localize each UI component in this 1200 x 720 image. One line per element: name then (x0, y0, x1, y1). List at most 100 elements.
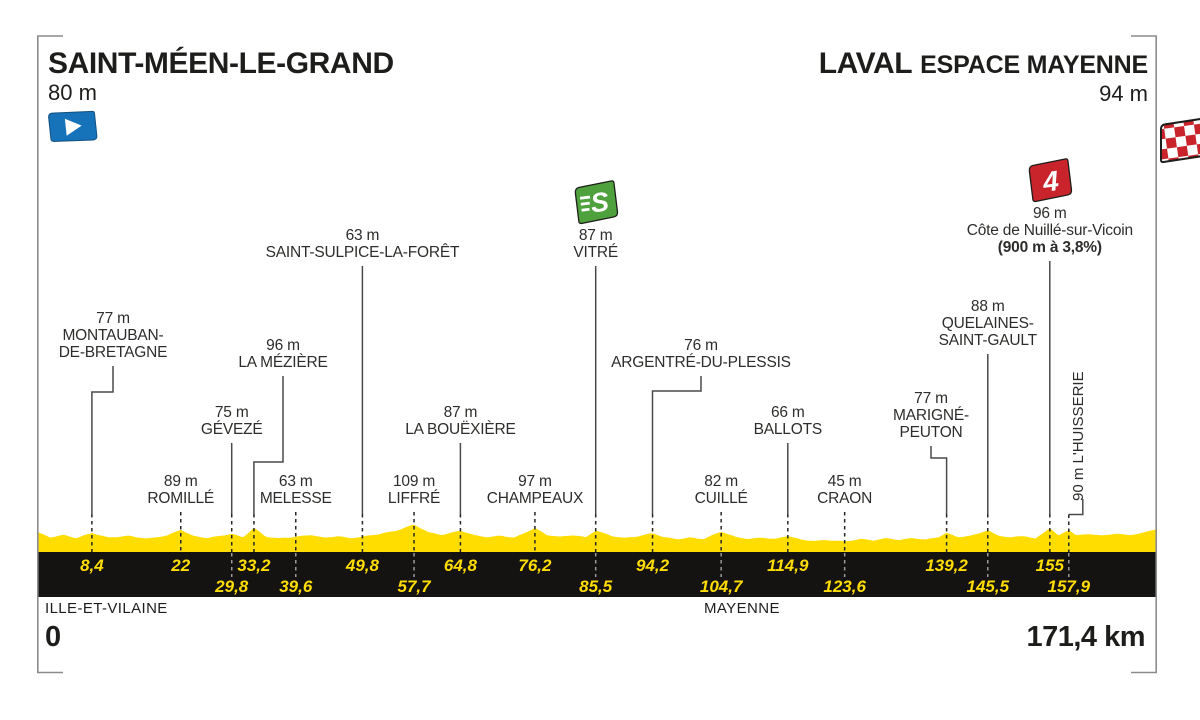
start-header: SAINT-MÉEN-LE-GRAND 80 m (48, 48, 394, 106)
town-label: 45 m CRAON (695, 473, 995, 507)
km-strip (37, 552, 1157, 597)
km-marker-label: 8,4 (80, 556, 104, 575)
elevation-profile-area (37, 524, 1157, 552)
total-distance: 171,4 km (1026, 621, 1145, 653)
town-name: ROMILLÉ (147, 490, 215, 507)
km-marker-label: 39,6 (279, 577, 313, 596)
start-elevation: 80 m (48, 80, 97, 105)
town-label: 75 m GÉVEZÉ (82, 404, 382, 438)
town-name: DE-BRETAGNE (58, 344, 168, 361)
town-elevation: 97 m (518, 473, 552, 490)
km-marker-label: 155 (1036, 556, 1065, 575)
town-elevation: 66 m (770, 404, 805, 421)
town-name: LA MÉZIÈRE (238, 354, 328, 371)
km-marker-label: 145,5 (966, 577, 1009, 596)
bracket-right (1131, 35, 1157, 674)
town-name: PEUTON (899, 424, 963, 441)
town-label: 87 m VITRÉ (446, 227, 746, 261)
finish-town-name: LAVAL ESPACE MAYENNE (818, 47, 1149, 81)
marker-line (1068, 499, 1084, 516)
km-marker-label: 29,8 (214, 577, 249, 596)
finish-venue: ESPACE MAYENNE (920, 51, 1148, 79)
region-label-ille-et-vilaine: ILLE-ET-VILAINE (45, 600, 168, 617)
km-marker-label: 123,6 (823, 577, 866, 596)
town-name: (900 m à 3,8%) (997, 239, 1102, 256)
km-marker-label: 22 (170, 556, 190, 575)
finish-header: LAVAL ESPACE MAYENNE 94 m (818, 47, 1149, 107)
town-name: VITRÉ (573, 244, 619, 261)
km-marker-label: 104,7 (700, 577, 744, 596)
finish-town: LAVAL (818, 47, 913, 80)
km-marker-label: 114,9 (767, 556, 809, 575)
town-label: 88 m QUELAINES- SAINT-GAULT (838, 298, 1138, 349)
town-name: Côte de Nuillé-sur-Vicoin (966, 222, 1133, 239)
town-name: SAINT-SULPICE-LA-FORÊT (265, 244, 460, 261)
town-elevation: 77 m (914, 390, 948, 407)
town-name: GÉVEZÉ (200, 421, 263, 438)
town-label: 97 m CHAMPEAUX (385, 473, 685, 507)
marker-line (930, 446, 948, 514)
town-name: MONTAUBAN- (62, 327, 164, 344)
town-elevation: 89 m (163, 473, 198, 490)
town-label: 96 m Côte de Nuillé-sur-Vicoin (900 m à 3,… (900, 205, 1200, 256)
km-marker-label: 33,2 (237, 556, 271, 575)
sprint-icon: S (570, 180, 622, 230)
town-elevation: 96 m (266, 337, 300, 354)
town-name: QUELAINES- (941, 315, 1034, 332)
town-label: 96 m LA MÉZIÈRE (133, 337, 433, 371)
bracket-left (37, 35, 63, 674)
town-label: 89 m ROMILLÉ (31, 473, 331, 507)
town-name: LA BOUËXIÈRE (405, 421, 516, 438)
svg-text:4: 4 (1040, 165, 1061, 198)
town-elevation: 75 m (214, 404, 249, 421)
town-name: MARIGNÉ- (893, 407, 969, 424)
town-name: CRAON (817, 490, 873, 507)
town-elevation: 82 m (704, 473, 738, 490)
km-marker-label: 64,8 (444, 556, 478, 575)
km-marker-label: 57,7 (397, 577, 432, 596)
town-label: 77 m MARIGNÉ- PEUTON (781, 390, 1081, 441)
finish-elevation: 94 m (1099, 81, 1148, 106)
town-elevation: 87 m (443, 404, 478, 421)
svg-text:S: S (589, 187, 611, 219)
town-label: 87 m LA BOUËXIÈRE (310, 404, 610, 438)
town-elevation: 77 m (96, 310, 130, 327)
marker-line (91, 366, 114, 514)
town-elevation: 76 m (684, 337, 718, 354)
start-town-name: SAINT-MÉEN-LE-GRAND (48, 47, 394, 80)
town-elevation: 63 m (345, 227, 380, 244)
town-label: 63 m MELESSE (146, 473, 446, 507)
town-label-vertical: 90 m L'HUISSERIE (1070, 371, 1087, 501)
start-km: 0 (45, 621, 61, 653)
town-elevation: 96 m (1032, 205, 1067, 222)
town-elevation: 63 m (278, 473, 313, 490)
marker-line (651, 376, 702, 514)
town-name: CHAMPEAUX (486, 490, 584, 507)
km-marker-label: 94,2 (636, 556, 670, 575)
km-marker-label: 157,9 (1048, 577, 1091, 596)
region-label-mayenne: MAYENNE (704, 600, 780, 617)
town-name: MELESSE (259, 490, 332, 507)
town-elevation: 109 m (392, 473, 436, 490)
marker-line (253, 376, 284, 514)
town-elevation: 88 m (970, 298, 1005, 315)
km-marker-label: 85,5 (579, 577, 613, 596)
km-marker-label: 76,2 (518, 556, 552, 575)
town-name: CUILLÉ (694, 490, 748, 507)
town-label: 77 m MONTAUBAN- DE-BRETAGNE (0, 310, 263, 361)
town-label: 82 m CUILLÉ (571, 473, 871, 507)
km-marker-label: 139,2 (925, 556, 968, 575)
town-elevation: 45 m (827, 473, 862, 490)
town-label: 109 m LIFFRÉ (264, 473, 564, 507)
town-name: ARGENTRÉ-DU-PLESSIS (611, 354, 791, 371)
town-label: 76 m ARGENTRÉ-DU-PLESSIS (551, 337, 851, 371)
town-name: LIFFRÉ (387, 490, 441, 507)
town-label: 66 m BALLOTS (638, 404, 938, 438)
town-name: SAINT-GAULT (938, 332, 1037, 349)
town-name: BALLOTS (753, 421, 823, 438)
town-elevation: 87 m (578, 227, 613, 244)
town-label: 63 m SAINT-SULPICE-LA-FORÊT (212, 227, 512, 261)
category-4-climb-icon: 4 (1024, 158, 1076, 208)
